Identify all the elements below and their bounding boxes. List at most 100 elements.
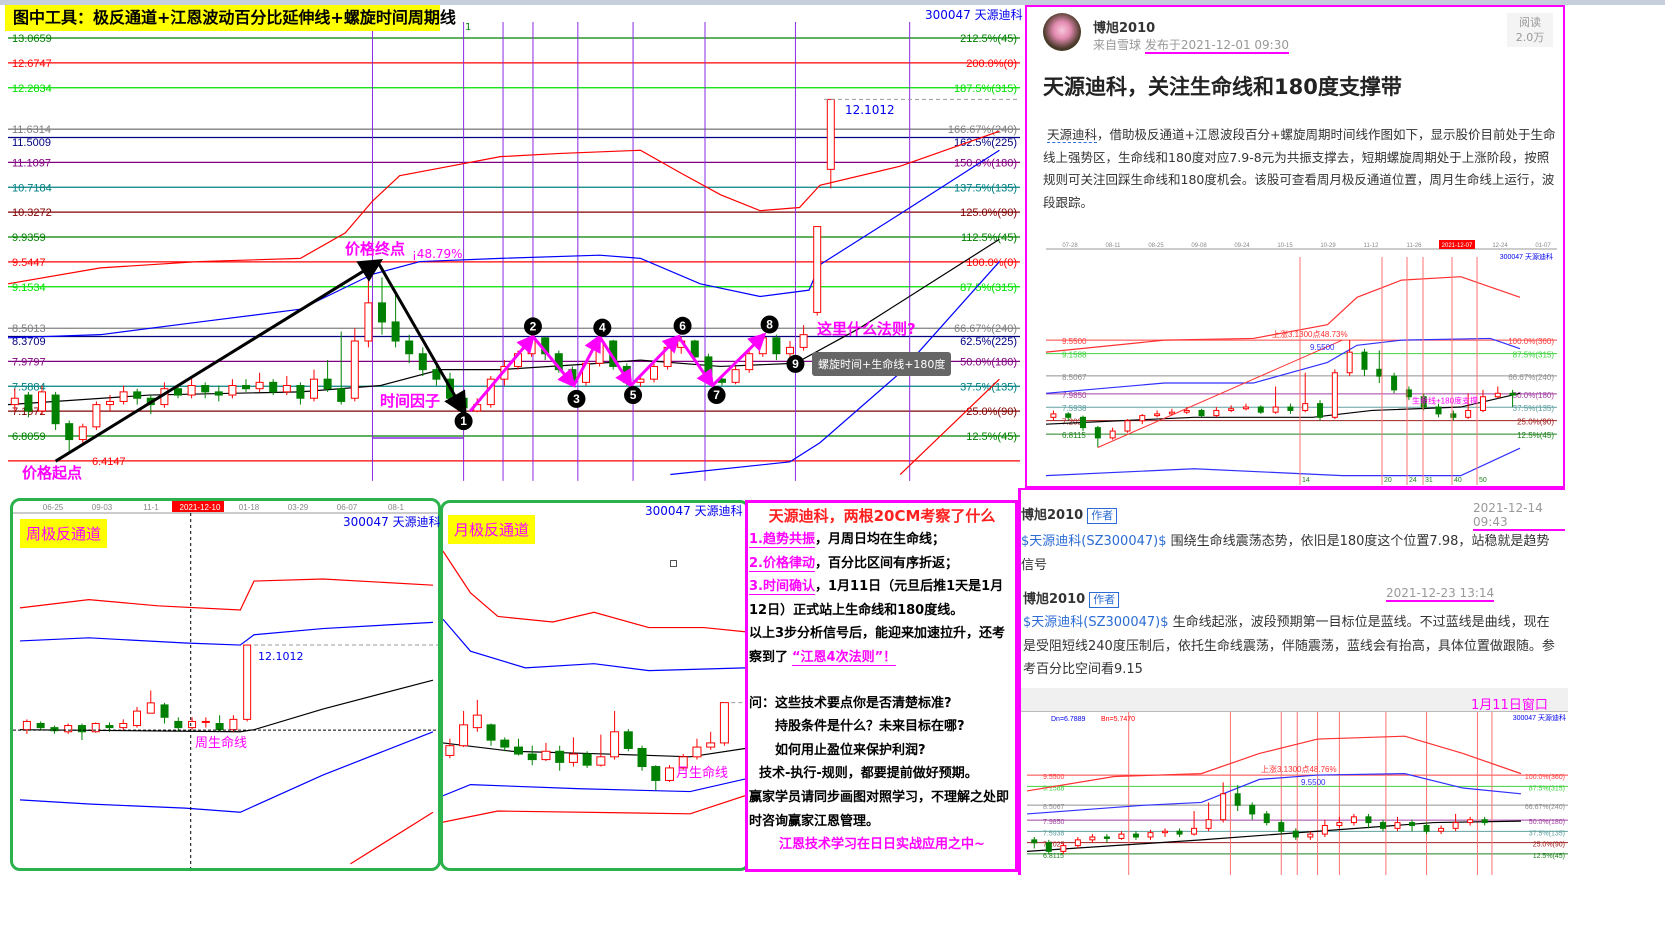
candle bbox=[786, 346, 794, 355]
weekly-date-tick: 06-07 bbox=[337, 503, 358, 512]
inset-date-tick: 09-08 bbox=[1191, 243, 1207, 249]
candle bbox=[1147, 832, 1154, 838]
candle bbox=[568, 753, 578, 763]
candle bbox=[1346, 351, 1353, 374]
level-percent-label: 87.5%(315) bbox=[1513, 351, 1555, 360]
time-factor-label: 时间因子 bbox=[380, 392, 441, 410]
level-price-label: 12.6747 bbox=[12, 58, 52, 70]
stock-tag-link[interactable]: $天源迪科(SZ300047)$ bbox=[1021, 534, 1167, 549]
candle bbox=[623, 731, 633, 749]
level-percent-label: 66.67%(240) bbox=[1525, 804, 1565, 811]
level-percent-label: 66.67%(240) bbox=[954, 323, 1017, 335]
weekly-date-tick: 2021-12-10 bbox=[180, 503, 221, 512]
article-body-text: ，借助极反通道+江恩波段百分+螺旋周期时间线作图如下，显示股价目前处于生命线上强… bbox=[1043, 127, 1556, 210]
wave-point-7 bbox=[707, 386, 726, 405]
daily-chart: 13.0659 212.5%(45)12.6747 200.0%(0)12.2834… bbox=[7, 22, 1020, 481]
candle bbox=[378, 302, 386, 323]
inset2-rise-label: 上涨3.1300点48.76% bbox=[1261, 764, 1337, 774]
channel-line-3 bbox=[443, 778, 745, 797]
window-restore-icon[interactable] bbox=[670, 560, 677, 567]
chart-toolbar[interactable] bbox=[1021, 688, 1568, 712]
wave-arrow bbox=[629, 334, 681, 387]
level-price-label: 8.5067 bbox=[1043, 804, 1065, 811]
candle bbox=[1272, 406, 1279, 413]
level-price-label: 6.8115 bbox=[1062, 431, 1086, 440]
level-percent-label: 50.0%(180) bbox=[1529, 819, 1565, 826]
candle bbox=[391, 321, 400, 342]
point-2-text: ，百分比区间有序折返； bbox=[814, 555, 958, 571]
candle bbox=[745, 353, 754, 371]
weekly-lifeline-label: 周生命线 bbox=[195, 736, 248, 751]
inset-date-tick: 09-24 bbox=[1234, 243, 1250, 249]
price-start-label: 价格起点 bbox=[22, 464, 83, 482]
stock-link[interactable]: 天源迪科 bbox=[1046, 127, 1097, 143]
candle bbox=[51, 394, 60, 425]
inset-date-tick: 07-28 bbox=[1062, 243, 1078, 249]
inset-date-tick: 08-25 bbox=[1148, 243, 1164, 249]
candle bbox=[1109, 430, 1116, 439]
candle bbox=[106, 400, 114, 406]
candle bbox=[1379, 822, 1386, 829]
candle bbox=[201, 720, 210, 723]
stock-tag-link[interactable]: $天源迪科(SZ300047)$ bbox=[1023, 615, 1169, 630]
channel-line-3 bbox=[19, 731, 434, 813]
article-title: 天源迪科，关注生命线和180度支撑带 bbox=[1043, 75, 1402, 99]
candle bbox=[228, 385, 237, 396]
candle bbox=[1228, 408, 1235, 411]
candle bbox=[174, 720, 183, 729]
candle bbox=[527, 753, 537, 761]
candle bbox=[1220, 793, 1227, 821]
candle bbox=[1168, 411, 1175, 415]
level-percent-label: 100.0%(360) bbox=[1508, 337, 1554, 346]
level-price-label: 10.3272 bbox=[12, 207, 52, 219]
wave-point-9 bbox=[786, 354, 805, 373]
level-percent-label: 62.5%(225) bbox=[960, 336, 1017, 348]
author-name[interactable]: 博旭2010 bbox=[1093, 21, 1156, 36]
level-percent-label: 137.5%(135) bbox=[954, 182, 1017, 194]
window-top-bar bbox=[0, 0, 1665, 5]
wave-point-number: 1 bbox=[460, 414, 467, 428]
author-avatar[interactable] bbox=[1043, 13, 1081, 51]
level-price-label: 7.5938 bbox=[1043, 830, 1065, 837]
wave-arrow bbox=[677, 335, 715, 388]
trend-arrow-1 bbox=[376, 261, 467, 417]
candle bbox=[229, 718, 238, 731]
candle bbox=[1124, 420, 1131, 432]
candle bbox=[813, 226, 822, 313]
question-label: 这里什么法则? bbox=[817, 320, 916, 338]
channel-line-0 bbox=[1045, 276, 1521, 353]
candle bbox=[64, 725, 73, 733]
channel-line-2 bbox=[1026, 820, 1522, 852]
candle bbox=[541, 750, 551, 761]
question-2: 持股条件是什么？未来目标在哪? bbox=[775, 719, 965, 735]
level-percent-label: 12.5%(45) bbox=[1533, 853, 1565, 860]
point-1-key: 1.趋势共振 bbox=[749, 532, 815, 548]
inset-cycle-tick: 40 bbox=[1454, 477, 1462, 484]
candle bbox=[1060, 845, 1067, 852]
inset-date-tick: 10-15 bbox=[1277, 243, 1293, 249]
level-percent-label: 37.5%(135) bbox=[960, 381, 1017, 393]
inset-date-tick: 11-26 bbox=[1407, 243, 1423, 249]
point-3-text: ，1月11日（元旦后推1天是1月12日）正式站上生命线和180度线。 bbox=[749, 579, 1004, 618]
weekly-date-tick: 09-03 bbox=[92, 503, 113, 512]
comment-1-text: $天源迪科(SZ300047)$ 围绕生命线震荡态势，依旧是180度这个位置7.… bbox=[1021, 534, 1550, 573]
candle bbox=[22, 720, 31, 731]
candle bbox=[1494, 392, 1501, 398]
candle bbox=[1257, 406, 1264, 413]
candle bbox=[596, 756, 606, 766]
comment-chart-image: 9.5500 100.0%(360) 9.1588 87.5%(315) 8.5067 6… bbox=[1026, 712, 1568, 875]
candle bbox=[1132, 833, 1139, 838]
weekly-date-tick: 01-18 bbox=[239, 503, 260, 512]
candle bbox=[1094, 427, 1101, 439]
candle bbox=[582, 753, 592, 766]
weekly-date-tick: 08-1 bbox=[388, 503, 405, 512]
channel-line-2 bbox=[443, 742, 745, 758]
point-2-key: 2.价格律动 bbox=[749, 555, 815, 572]
candle bbox=[1139, 415, 1146, 422]
inset2-stock-label: 300047 天源迪科 bbox=[1513, 713, 1566, 722]
level-price-label: 7.9850 bbox=[1062, 391, 1087, 400]
candle bbox=[1031, 839, 1038, 844]
candle bbox=[1465, 409, 1472, 418]
level-price-label: 8.3709 bbox=[12, 336, 46, 348]
level-percent-label: 50.0%(180) bbox=[1513, 391, 1555, 400]
